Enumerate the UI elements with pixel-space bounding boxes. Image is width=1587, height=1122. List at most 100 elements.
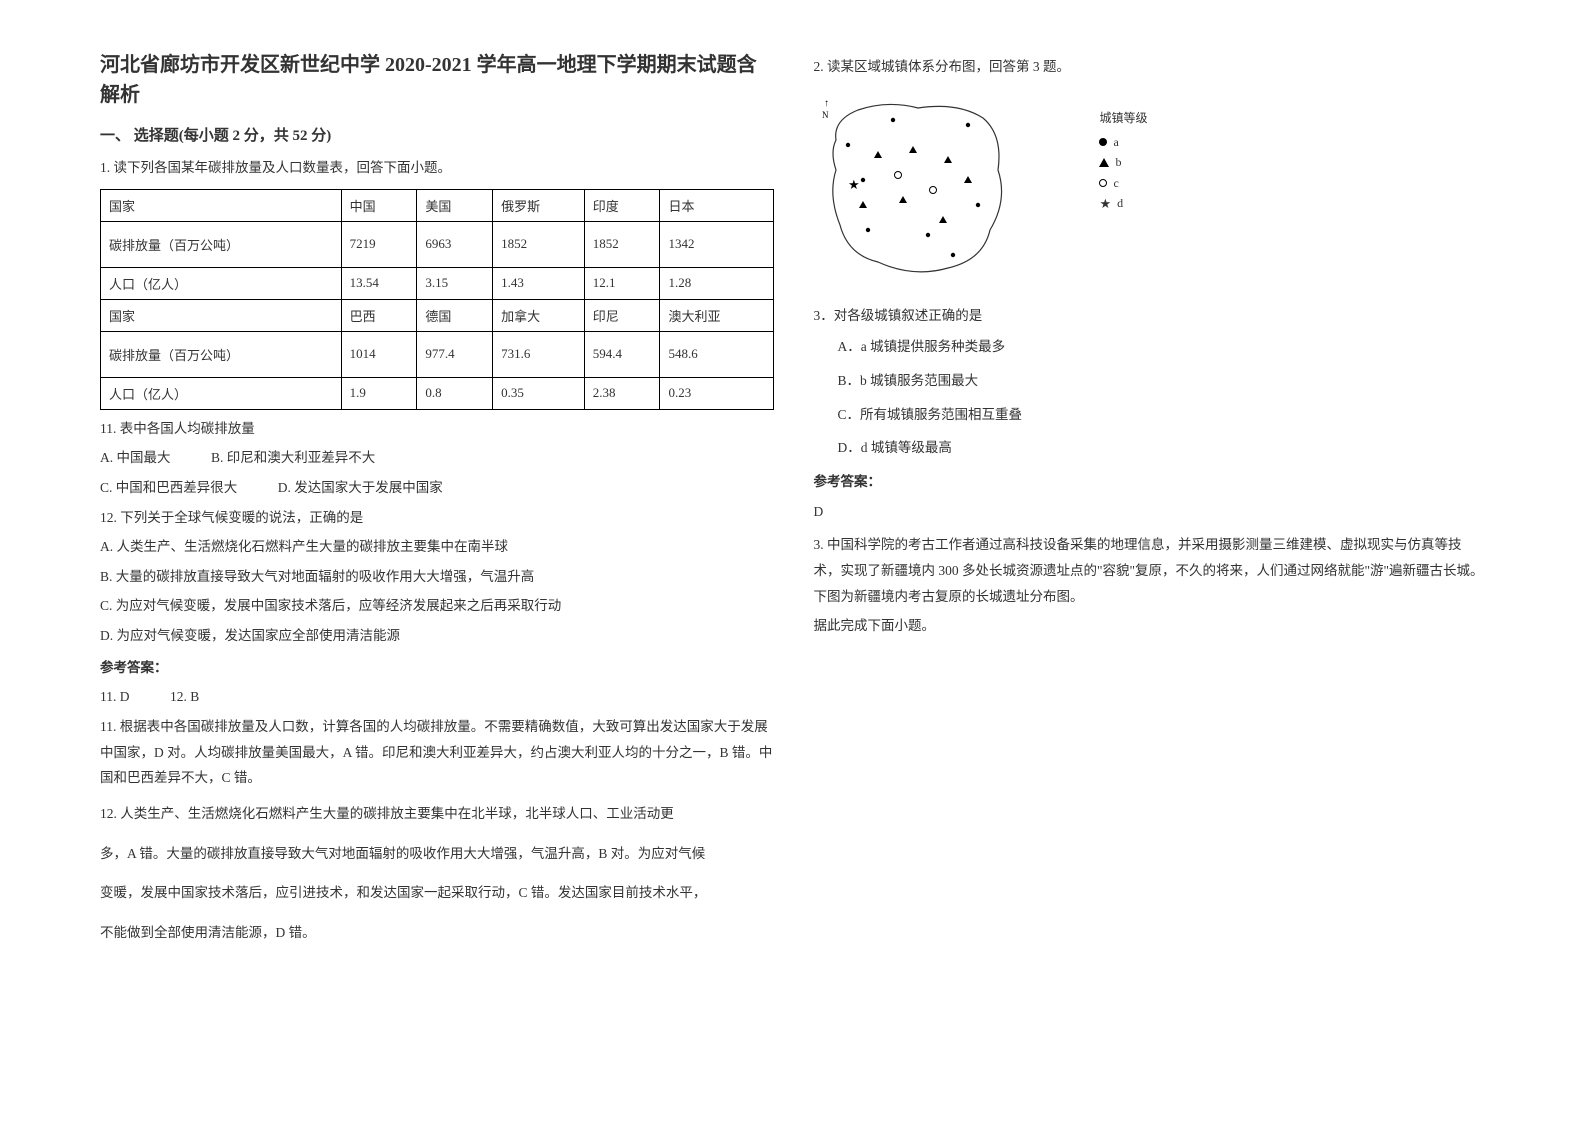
carbon-table: 国家中国美国俄罗斯印度日本碳排放量（百万公吨）72196963185218521… (100, 189, 774, 410)
q3-c: C．所有城镇服务范围相互重叠 (838, 400, 1488, 430)
q3-explain-tail: 据此完成下面小题。 (814, 613, 1488, 639)
map-circle (894, 171, 901, 178)
page-title: 河北省廊坊市开发区新世纪中学 2020-2021 学年高一地理下学期期末试题含解… (100, 50, 774, 110)
map-dot (925, 232, 929, 236)
table-cell: 人口（亿人） (101, 267, 342, 299)
q3-explain: 3. 中国科学院的考古工作者通过高科技设备采集的地理信息，并采用摄影测量三维建模… (814, 532, 1488, 609)
table-row: 人口（亿人）1.90.80.352.380.23 (101, 377, 774, 409)
legend-title: 城镇等级 (1099, 108, 1147, 128)
q12: 12. 下列关于全球气候变暖的说法，正确的是 (100, 505, 774, 531)
table-cell: 0.35 (493, 377, 585, 409)
table-cell: 美国 (417, 189, 493, 221)
table-row: 人口（亿人）13.543.151.4312.11.28 (101, 267, 774, 299)
answer-3: D (814, 499, 1488, 525)
map-triangle (859, 201, 867, 208)
map-triangle (944, 156, 952, 163)
table-cell: 日本 (660, 189, 773, 221)
table-cell: 国家 (101, 189, 342, 221)
table-cell: 1852 (493, 221, 585, 267)
table-cell: 731.6 (493, 331, 585, 377)
legend-d: d (1117, 193, 1123, 213)
map-dot (845, 142, 849, 146)
q12-c: C. 为应对气候变暖，发展中国家技术落后，应等经济发展起来之后再采取行动 (100, 593, 774, 619)
map-dot (865, 227, 869, 231)
legend-a: a (1113, 132, 1118, 152)
north-label: N (822, 110, 829, 120)
legend-row-b: b (1099, 152, 1147, 172)
q12-d: D. 为应对气候变暖，发达国家应全部使用清洁能源 (100, 623, 774, 649)
exp12-a: 12. 人类生产、生活燃烧化石燃料产生大量的碳排放主要集中在北半球，北半球人口、… (100, 801, 774, 827)
map-star: ★ (848, 177, 860, 192)
map-circle (929, 186, 936, 193)
q11-options-2: C. 中国和巴西差异很大 D. 发达国家大于发展中国家 (100, 475, 774, 501)
map-triangle (909, 146, 917, 153)
exp12-c: 变暖，发展中国家技术落后，应引进技术，和发达国家一起采取行动，C 错。发达国家目… (100, 880, 774, 906)
q3-b: B．b 城镇服务范围最大 (838, 366, 1488, 396)
table-cell: 977.4 (417, 331, 493, 377)
table-cell: 6963 (417, 221, 493, 267)
map-points: ★ (845, 117, 979, 256)
table-cell: 德国 (417, 299, 493, 331)
map-triangle (939, 216, 947, 223)
table-row: 碳排放量（百万公吨）72196963185218521342 (101, 221, 774, 267)
legend-row-a: a (1099, 132, 1147, 152)
table-cell: 0.8 (417, 377, 493, 409)
map-dot (965, 122, 969, 126)
q3-d: D．d 城镇等级最高 (838, 433, 1488, 463)
table-cell: 澳大利亚 (660, 299, 773, 331)
q3: 3．对各级城镇叙述正确的是 (814, 303, 1488, 329)
table-cell: 13.54 (341, 267, 417, 299)
table-cell: 1.43 (493, 267, 585, 299)
map-dot (860, 177, 864, 181)
map-svg: ★ ↑ N (818, 90, 1018, 280)
table-cell: 1342 (660, 221, 773, 267)
table-cell: 1014 (341, 331, 417, 377)
table-cell: 俄罗斯 (493, 189, 585, 221)
table-cell: 594.4 (584, 331, 660, 377)
table-cell: 12.1 (584, 267, 660, 299)
q12-a: A. 人类生产、生活燃烧化石燃料产生大量的碳排放主要集中在南半球 (100, 534, 774, 560)
map-dot (950, 252, 954, 256)
q11-options-1: A. 中国最大 B. 印尼和澳大利亚差异不大 (100, 445, 774, 471)
map-triangle (964, 176, 972, 183)
table-cell: 3.15 (417, 267, 493, 299)
map-triangle (874, 151, 882, 158)
table-row: 碳排放量（百万公吨）1014977.4731.6594.4548.6 (101, 331, 774, 377)
q11: 11. 表中各国人均碳排放量 (100, 416, 774, 442)
table-cell: 碳排放量（百万公吨） (101, 221, 342, 267)
q1-intro: 1. 读下列各国某年碳排放量及人口数量表，回答下面小题。 (100, 155, 774, 181)
table-cell: 加拿大 (493, 299, 585, 331)
table-cell: 碳排放量（百万公吨） (101, 331, 342, 377)
legend-b: b (1115, 152, 1121, 172)
star-icon: ★ (1099, 197, 1111, 210)
circle-icon (1099, 179, 1107, 187)
table-cell: 中国 (341, 189, 417, 221)
table-cell: 0.23 (660, 377, 773, 409)
q3-a: A．a 城镇提供服务种类最多 (838, 332, 1488, 362)
exp12-d: 不能做到全部使用清洁能源，D 错。 (100, 920, 774, 946)
table-cell: 7219 (341, 221, 417, 267)
exp12-b: 多，A 错。大量的碳排放直接导致大气对地面辐射的吸收作用大大增强，气温升高，B … (100, 841, 774, 867)
map-triangle (899, 196, 907, 203)
table-cell: 2.38 (584, 377, 660, 409)
table-cell: 548.6 (660, 331, 773, 377)
legend-row-d: ★d (1099, 193, 1147, 213)
legend-row-c: c (1099, 173, 1147, 193)
map-dot (975, 202, 979, 206)
table-cell: 1.28 (660, 267, 773, 299)
table-cell: 人口（亿人） (101, 377, 342, 409)
table-row: 国家巴西德国加拿大印尼澳大利亚 (101, 299, 774, 331)
exp11: 11. 根据表中各国碳排放量及人口数，计算各国的人均碳排放量。不需要精确数值，大… (100, 714, 774, 791)
table-cell: 印度 (584, 189, 660, 221)
table-cell: 巴西 (341, 299, 417, 331)
q12-b: B. 大量的碳排放直接导致大气对地面辐射的吸收作用大大增强，气温升高 (100, 564, 774, 590)
map-dot (890, 117, 894, 121)
answer-label-2: 参考答案： (814, 469, 1488, 495)
dot-icon (1099, 138, 1107, 146)
table-row: 国家中国美国俄罗斯印度日本 (101, 189, 774, 221)
triangle-icon (1099, 158, 1109, 167)
section-heading: 一、 选择题(每小题 2 分，共 52 分) (100, 124, 774, 145)
table-cell: 印尼 (584, 299, 660, 331)
answer-label-1: 参考答案： (100, 655, 774, 681)
table-cell: 国家 (101, 299, 342, 331)
